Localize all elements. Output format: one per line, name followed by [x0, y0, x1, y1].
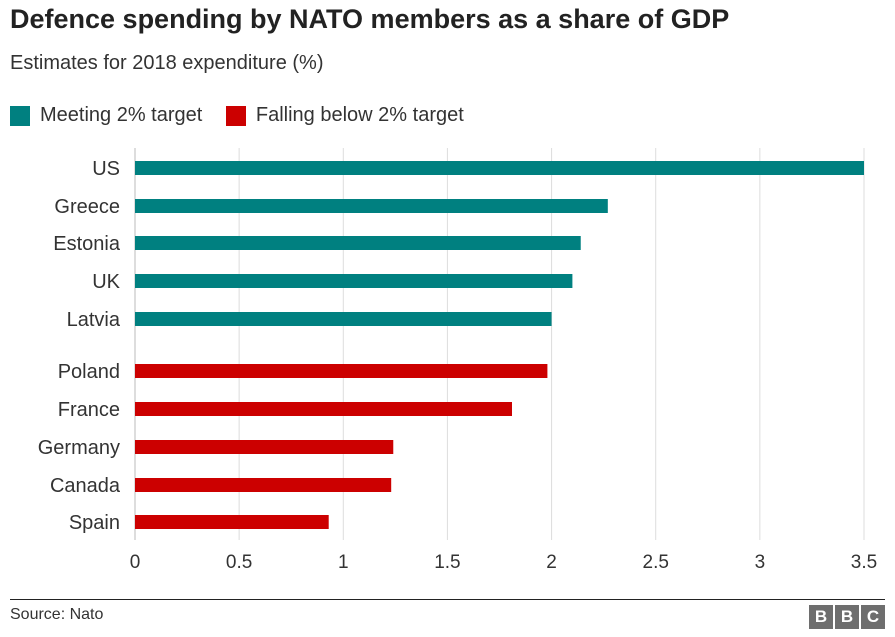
- x-tick-label: 3.5: [851, 552, 877, 573]
- category-label: Canada: [50, 475, 121, 497]
- chart-title: Defence spending by NATO members as a sh…: [10, 4, 730, 34]
- bar: [135, 515, 329, 529]
- chart-subtitle: Estimates for 2018 expenditure (%): [10, 52, 324, 74]
- x-tick-label: 3: [755, 552, 766, 573]
- bar: [135, 161, 864, 175]
- legend-label-below: Falling below 2% target: [255, 104, 464, 126]
- x-tick-label: 2: [546, 552, 557, 573]
- source-note: Source: Nato: [10, 606, 104, 623]
- category-label: Poland: [58, 361, 120, 383]
- category-label: Latvia: [67, 309, 121, 331]
- legend-item-meeting: Meeting 2% target: [10, 104, 202, 127]
- category-label: UK: [92, 271, 120, 293]
- category-label: Germany: [38, 437, 120, 459]
- bar: [135, 236, 581, 250]
- footer-divider: [10, 599, 885, 600]
- category-label: Spain: [69, 512, 120, 534]
- bar: [135, 274, 573, 288]
- legend: Meeting 2% target Falling below 2% targe…: [10, 104, 482, 132]
- bbc-logo-letter: B: [809, 605, 833, 629]
- x-tick-label: 1.5: [434, 552, 460, 573]
- category-label: France: [58, 399, 120, 421]
- bar: [135, 199, 608, 213]
- legend-item-below: Falling below 2% target: [225, 104, 464, 127]
- bar: [135, 312, 552, 326]
- x-tick-label: 0.5: [226, 552, 252, 573]
- bbc-logo-letter: B: [835, 605, 859, 629]
- category-label: Estonia: [53, 233, 121, 255]
- bar: [135, 440, 394, 454]
- x-tick-label: 1: [338, 552, 349, 573]
- bar-chart-plot: 0 0.5 1 1.5 2 2.5 3 3.5 US Greece Estonia UK Latvia P…: [38, 148, 877, 573]
- category-label: Greece: [54, 196, 120, 218]
- legend-swatch-meeting: [10, 105, 30, 126]
- bar: [135, 478, 392, 492]
- legend-swatch-below: [225, 105, 246, 126]
- x-tick-label: 0: [130, 552, 141, 573]
- bar: [135, 364, 548, 378]
- x-tick-label: 2.5: [643, 552, 669, 573]
- bar: [135, 402, 512, 416]
- category-label: US: [92, 158, 120, 180]
- bbc-logo: B B C: [809, 605, 885, 629]
- legend-label-meeting: Meeting 2% target: [40, 104, 203, 126]
- bbc-logo-letter: C: [861, 605, 885, 629]
